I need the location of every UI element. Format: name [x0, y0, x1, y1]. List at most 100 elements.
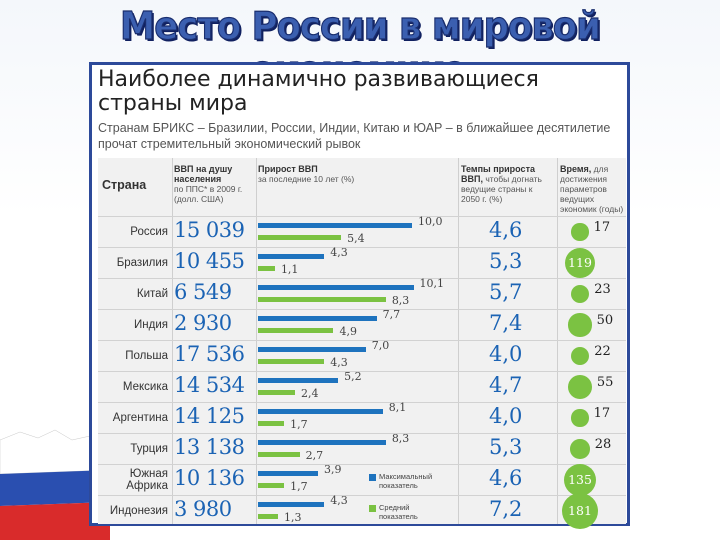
years-to-catch-up: 23: [594, 282, 611, 297]
legend-max-swatch: [369, 474, 376, 481]
years-to-catch-up: 181: [568, 503, 592, 518]
growth-max-label: 3,9: [324, 463, 342, 476]
row-divider: [98, 278, 626, 279]
growth-avg-label: 4,3: [330, 356, 348, 369]
country-name: Индонезия: [109, 504, 168, 517]
required-growth-rate: 5,3: [489, 249, 523, 273]
country-name: Мексика: [122, 380, 168, 393]
table-row: Бразилия 10 455 4,3 1,1 5,3 119: [98, 246, 626, 279]
country-name: Польша: [125, 349, 168, 362]
table-row: Индонезия 3 980 4,3 1,3 7,2 181: [98, 493, 626, 529]
gdp-per-capita: 17 536: [174, 342, 245, 366]
years-circle: [571, 409, 589, 427]
growth-max-bar: [258, 378, 339, 383]
growth-avg-bar: [258, 297, 386, 302]
header-growth: Прирост ВВП за последние 10 лет (%): [258, 164, 368, 222]
data-table: Страна ВВП на душу населения по ППС* в 2…: [98, 158, 626, 529]
required-growth-rate: 4,6: [489, 218, 523, 242]
row-divider: [98, 433, 626, 434]
header-time-title: Время,: [560, 164, 592, 174]
years-to-catch-up: 119: [568, 255, 592, 270]
row-divider: [98, 402, 626, 403]
growth-avg-bar: [258, 359, 325, 364]
years-circle: [571, 223, 589, 241]
row-divider: [98, 464, 626, 465]
header-growth-title: Прирост ВВП: [258, 164, 318, 174]
growth-max-label: 8,3: [391, 432, 410, 445]
growth-avg-label: 1,3: [284, 511, 302, 524]
growth-max-bar: [258, 502, 325, 507]
years-circle: [568, 313, 592, 337]
years-to-catch-up: 17: [593, 406, 611, 421]
gdp-per-capita: 15 039: [174, 218, 245, 242]
required-growth-rate: 4,0: [489, 342, 523, 366]
row-divider: [98, 247, 626, 248]
row-divider: [98, 309, 626, 310]
gdp-per-capita: 3 980: [174, 497, 232, 521]
header-rate-title: Темпы прироста ВВП,: [461, 164, 535, 184]
header-growth-subtitle: за последние 10 лет (%): [258, 174, 355, 184]
growth-avg-label: 2,7: [305, 449, 324, 462]
growth-max-label: 7,7: [382, 308, 401, 321]
years-circle: [564, 247, 596, 279]
column-divider: [256, 158, 257, 524]
table-row: Китай 6 549 10,1 8,3 5,7 23: [98, 277, 626, 309]
column-divider: [458, 158, 459, 524]
growth-avg-bar: [258, 421, 285, 426]
row-divider: [98, 340, 626, 341]
gdp-per-capita: 6 549: [174, 280, 232, 304]
growth-avg-label: 5,4: [347, 232, 365, 245]
country-name: Индия: [134, 318, 168, 331]
table-row: Южная Африка 10 136 3,9 1,7 4,6 135: [98, 463, 626, 497]
years-circle: [570, 439, 590, 459]
infographic-subtitle: Странам БРИКС – Бразилии, России, Индии,…: [98, 121, 611, 151]
growth-max-bar: [258, 223, 412, 228]
growth-max-label: 8,1: [388, 401, 407, 414]
row-divider: [98, 495, 626, 496]
years-circle: [570, 284, 590, 304]
years-circle: [562, 493, 598, 529]
country-name: Южная Африка: [126, 467, 168, 492]
header-gdp-title: ВВП на душу населения: [174, 164, 233, 184]
gdp-per-capita: 14 125: [174, 404, 245, 428]
growth-avg-label: 4,9: [339, 325, 357, 338]
legend-max-label: Максимальный показатель: [379, 472, 433, 490]
required-growth-rate: 4,7: [489, 373, 523, 397]
header-gdp: ВВП на душу населения по ППС* в 2009 г. …: [174, 164, 254, 222]
infographic-heading: Наиболее динамично развивающиеся страны …: [98, 67, 539, 116]
growth-max-bar: [258, 316, 377, 321]
header-time-subtitle: для достижения параметров ведущих эконом…: [560, 164, 624, 214]
required-growth-rate: 4,0: [489, 404, 523, 428]
growth-max-bar: [258, 440, 386, 445]
years-to-catch-up: 22: [594, 344, 611, 359]
years-to-catch-up: 55: [596, 375, 614, 390]
required-growth-rate: 5,3: [489, 435, 523, 459]
table-row: Аргентина 14 125 8,1 1,7 4,0 17: [98, 401, 626, 433]
header-rate-subtitle: чтобы догнать ведущие страны к 2050 г. (…: [461, 174, 542, 204]
legend-avg-label: Средний показатель: [379, 503, 418, 521]
growth-max-label: 4,3: [330, 246, 348, 259]
column-divider: [557, 158, 558, 524]
country-name: Турция: [130, 442, 168, 455]
growth-max-label: 7,0: [371, 339, 390, 352]
gdp-per-capita: 13 138: [174, 435, 245, 459]
infographic-panel: Наиболее динамично развивающиеся страны …: [89, 62, 630, 529]
growth-avg-label: 1,7: [290, 480, 308, 493]
country-name: Аргентина: [112, 411, 168, 424]
table-row: Турция 13 138 8,3 2,7 5,3 28: [98, 432, 626, 464]
years-to-catch-up: 50: [596, 313, 614, 328]
years-circle: [568, 375, 592, 399]
header-country: Страна: [102, 178, 147, 192]
row-divider: [98, 371, 626, 372]
table-row: Индия 2 930 7,7 4,9 7,4 50: [98, 308, 626, 340]
table-row: Польша 17 536 7,0 4,3 4,0 22: [98, 339, 626, 371]
years-to-catch-up: 17: [593, 220, 611, 235]
growth-avg-label: 8,3: [391, 294, 410, 307]
required-growth-rate: 5,7: [489, 280, 523, 304]
growth-max-label: 5,2: [344, 370, 362, 383]
growth-avg-label: 1,7: [290, 418, 308, 431]
growth-max-bar: [258, 409, 383, 414]
header-time: Время, для достижения параметров ведущих…: [560, 164, 626, 222]
growth-avg-bar: [258, 235, 342, 240]
years-to-catch-up: 135: [568, 472, 592, 487]
